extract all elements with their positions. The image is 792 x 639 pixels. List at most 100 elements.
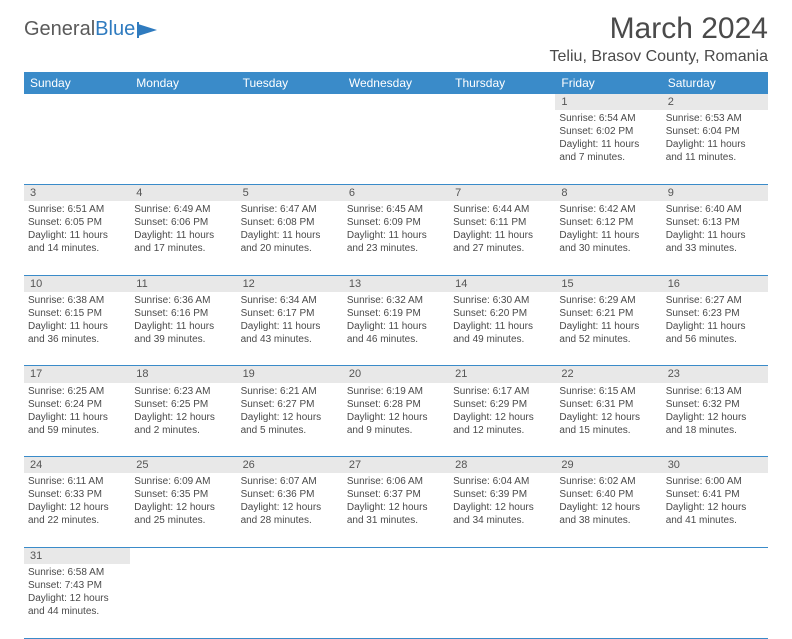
day-number-cell — [343, 94, 449, 110]
sunrise-text: Sunrise: 6:58 AM — [28, 566, 126, 579]
day-content-row: Sunrise: 6:11 AMSunset: 6:33 PMDaylight:… — [24, 473, 768, 547]
daylight-text: and 33 minutes. — [666, 242, 764, 255]
day-number-cell: 26 — [237, 457, 343, 474]
day-number-cell — [130, 94, 236, 110]
day-number-cell: 16 — [662, 275, 768, 292]
day-cell: Sunrise: 6:38 AMSunset: 6:15 PMDaylight:… — [24, 292, 130, 366]
logo-text-blue: Blue — [95, 18, 135, 41]
sunset-text: Sunset: 6:08 PM — [241, 216, 339, 229]
header: GeneralBlue March 2024 Teliu, Brasov Cou… — [24, 12, 768, 66]
day-number-cell: 1 — [555, 94, 661, 110]
daylight-text: Daylight: 12 hours — [559, 411, 657, 424]
day-number-cell: 13 — [343, 275, 449, 292]
daylight-text: Daylight: 11 hours — [28, 229, 126, 242]
day-cell — [130, 110, 236, 184]
day-number-row: 31 — [24, 547, 768, 564]
sunset-text: Sunset: 6:40 PM — [559, 488, 657, 501]
sunset-text: Sunset: 6:41 PM — [666, 488, 764, 501]
daylight-text: and 2 minutes. — [134, 424, 232, 437]
day-cell: Sunrise: 6:45 AMSunset: 6:09 PMDaylight:… — [343, 201, 449, 275]
weekday-header: Saturday — [662, 72, 768, 94]
weekday-header: Thursday — [449, 72, 555, 94]
day-cell: Sunrise: 6:29 AMSunset: 6:21 PMDaylight:… — [555, 292, 661, 366]
daylight-text: Daylight: 11 hours — [28, 411, 126, 424]
day-cell: Sunrise: 6:00 AMSunset: 6:41 PMDaylight:… — [662, 473, 768, 547]
weekday-header: Monday — [130, 72, 236, 94]
day-cell: Sunrise: 6:51 AMSunset: 6:05 PMDaylight:… — [24, 201, 130, 275]
day-cell: Sunrise: 6:53 AMSunset: 6:04 PMDaylight:… — [662, 110, 768, 184]
daylight-text: Daylight: 11 hours — [28, 320, 126, 333]
daylight-text: and 38 minutes. — [559, 514, 657, 527]
daylight-text: Daylight: 11 hours — [241, 229, 339, 242]
sunset-text: Sunset: 6:27 PM — [241, 398, 339, 411]
day-cell: Sunrise: 6:40 AMSunset: 6:13 PMDaylight:… — [662, 201, 768, 275]
daylight-text: Daylight: 12 hours — [28, 501, 126, 514]
sunrise-text: Sunrise: 6:25 AM — [28, 385, 126, 398]
day-number-cell: 15 — [555, 275, 661, 292]
daylight-text: and 56 minutes. — [666, 333, 764, 346]
day-cell: Sunrise: 6:54 AMSunset: 6:02 PMDaylight:… — [555, 110, 661, 184]
daylight-text: and 23 minutes. — [347, 242, 445, 255]
sunset-text: Sunset: 6:29 PM — [453, 398, 551, 411]
day-cell: Sunrise: 6:27 AMSunset: 6:23 PMDaylight:… — [662, 292, 768, 366]
daylight-text: and 39 minutes. — [134, 333, 232, 346]
day-number-cell: 18 — [130, 366, 236, 383]
sunset-text: Sunset: 6:25 PM — [134, 398, 232, 411]
location: Teliu, Brasov County, Romania — [550, 48, 768, 66]
daylight-text: Daylight: 11 hours — [666, 320, 764, 333]
weekday-header-row: SundayMondayTuesdayWednesdayThursdayFrid… — [24, 72, 768, 94]
sunset-text: Sunset: 6:05 PM — [28, 216, 126, 229]
day-cell — [237, 110, 343, 184]
daylight-text: and 46 minutes. — [347, 333, 445, 346]
sunrise-text: Sunrise: 6:32 AM — [347, 294, 445, 307]
day-number-cell: 5 — [237, 184, 343, 201]
sunset-text: Sunset: 6:17 PM — [241, 307, 339, 320]
sunset-text: Sunset: 6:28 PM — [347, 398, 445, 411]
day-cell: Sunrise: 6:11 AMSunset: 6:33 PMDaylight:… — [24, 473, 130, 547]
sunset-text: Sunset: 6:35 PM — [134, 488, 232, 501]
day-number-cell — [237, 547, 343, 564]
sunrise-text: Sunrise: 6:29 AM — [559, 294, 657, 307]
daylight-text: Daylight: 11 hours — [559, 320, 657, 333]
sunset-text: Sunset: 6:06 PM — [134, 216, 232, 229]
sunset-text: Sunset: 6:12 PM — [559, 216, 657, 229]
day-cell: Sunrise: 6:58 AMSunset: 7:43 PMDaylight:… — [24, 564, 130, 638]
sunset-text: Sunset: 6:13 PM — [666, 216, 764, 229]
day-number-cell: 14 — [449, 275, 555, 292]
day-cell — [662, 564, 768, 638]
sunrise-text: Sunrise: 6:21 AM — [241, 385, 339, 398]
day-cell — [237, 564, 343, 638]
daylight-text: and 5 minutes. — [241, 424, 339, 437]
sunrise-text: Sunrise: 6:15 AM — [559, 385, 657, 398]
day-number-cell: 8 — [555, 184, 661, 201]
daylight-text: Daylight: 11 hours — [666, 229, 764, 242]
day-number-cell — [662, 547, 768, 564]
sunset-text: Sunset: 6:37 PM — [347, 488, 445, 501]
day-cell: Sunrise: 6:19 AMSunset: 6:28 PMDaylight:… — [343, 383, 449, 457]
sunrise-text: Sunrise: 6:02 AM — [559, 475, 657, 488]
daylight-text: and 59 minutes. — [28, 424, 126, 437]
day-number-cell: 12 — [237, 275, 343, 292]
sunrise-text: Sunrise: 6:19 AM — [347, 385, 445, 398]
day-cell — [449, 564, 555, 638]
day-number-cell — [130, 547, 236, 564]
weekday-header: Wednesday — [343, 72, 449, 94]
sunrise-text: Sunrise: 6:44 AM — [453, 203, 551, 216]
day-number-cell: 27 — [343, 457, 449, 474]
day-number-cell: 20 — [343, 366, 449, 383]
sunset-text: Sunset: 6:15 PM — [28, 307, 126, 320]
sunset-text: Sunset: 7:43 PM — [28, 579, 126, 592]
day-content-row: Sunrise: 6:54 AMSunset: 6:02 PMDaylight:… — [24, 110, 768, 184]
day-number-row: 10111213141516 — [24, 275, 768, 292]
day-number-cell: 23 — [662, 366, 768, 383]
daylight-text: Daylight: 12 hours — [453, 411, 551, 424]
sunrise-text: Sunrise: 6:53 AM — [666, 112, 764, 125]
daylight-text: Daylight: 12 hours — [347, 501, 445, 514]
daylight-text: Daylight: 12 hours — [134, 501, 232, 514]
sunrise-text: Sunrise: 6:38 AM — [28, 294, 126, 307]
day-number-cell — [449, 547, 555, 564]
daylight-text: Daylight: 11 hours — [453, 229, 551, 242]
daylight-text: Daylight: 12 hours — [241, 501, 339, 514]
daylight-text: and 7 minutes. — [559, 151, 657, 164]
day-cell: Sunrise: 6:02 AMSunset: 6:40 PMDaylight:… — [555, 473, 661, 547]
